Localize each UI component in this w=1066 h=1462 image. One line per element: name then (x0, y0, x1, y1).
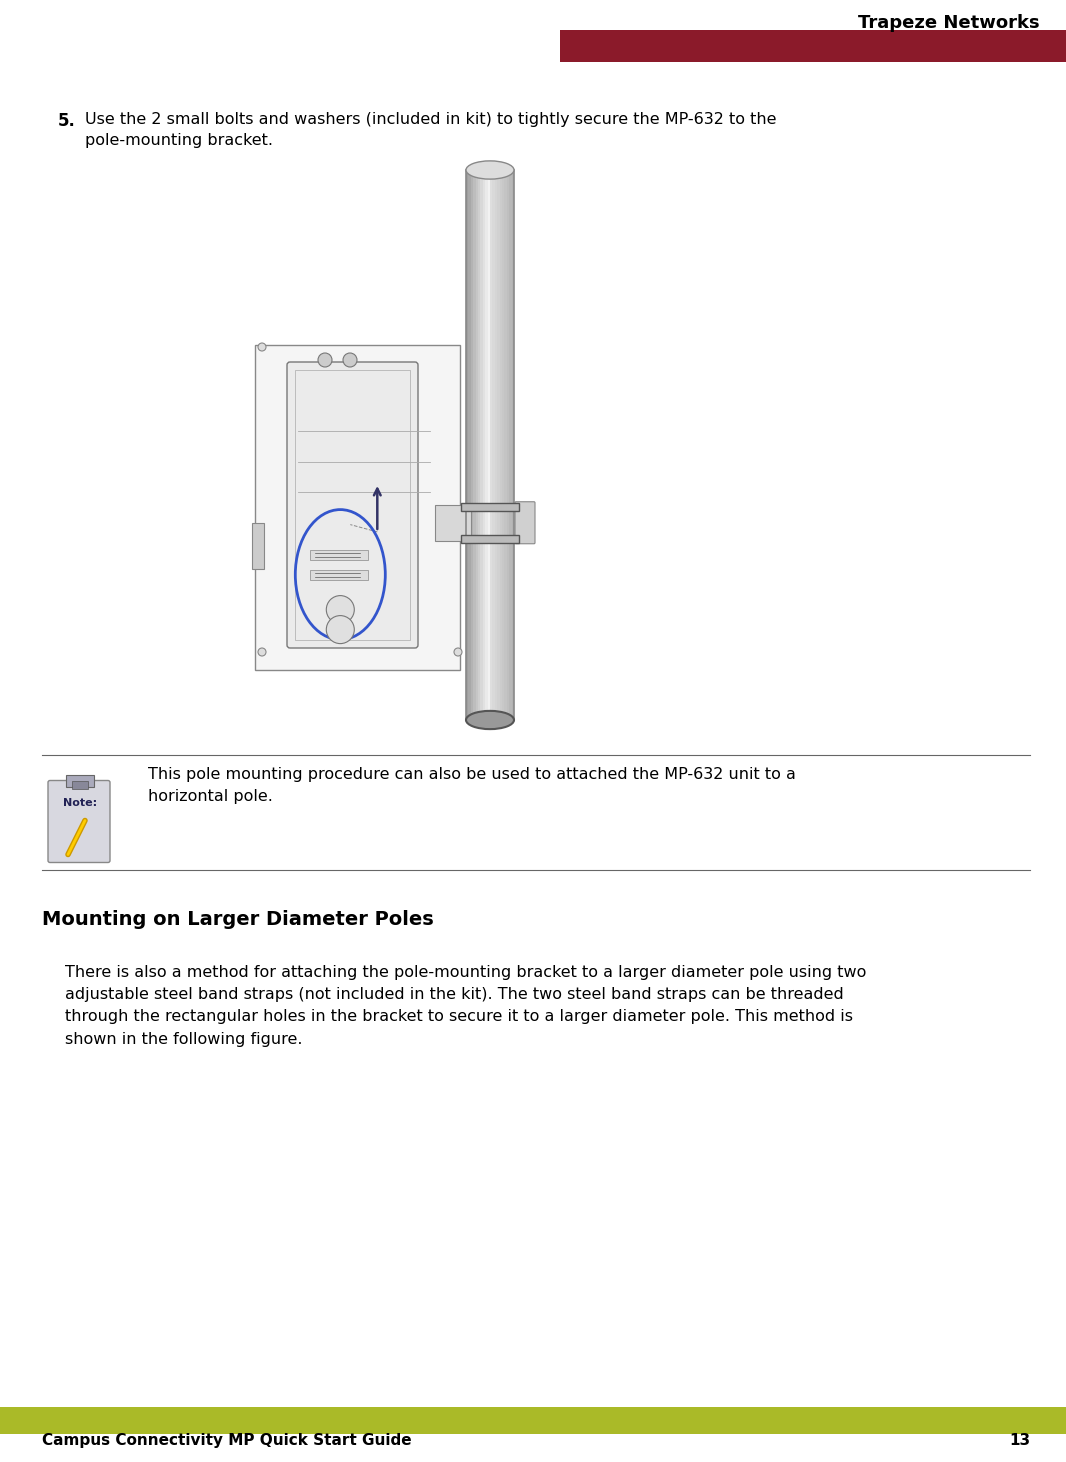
Circle shape (454, 648, 462, 656)
Circle shape (326, 595, 354, 624)
Bar (435, 504, 471, 541)
Bar (466, 170, 514, 719)
Text: Campus Connectivity MP Quick Start Guide: Campus Connectivity MP Quick Start Guide (42, 1433, 411, 1447)
Bar (495, 170, 497, 719)
Bar (487, 170, 490, 719)
Bar (255, 345, 461, 670)
Bar (310, 570, 368, 579)
Text: There is also a method for attaching the pole-mounting bracket to a larger diame: There is also a method for attaching the… (65, 965, 867, 1047)
Bar (481, 170, 483, 719)
Circle shape (258, 648, 266, 656)
Bar (72, 781, 88, 788)
FancyBboxPatch shape (48, 781, 110, 863)
Bar (468, 170, 471, 719)
Bar (475, 170, 478, 719)
Bar (510, 170, 512, 719)
Bar (0, 1406, 1066, 1434)
Ellipse shape (466, 711, 514, 730)
Circle shape (318, 352, 332, 367)
Bar (295, 370, 410, 640)
Text: 5.: 5. (58, 113, 76, 130)
Bar (66, 775, 94, 787)
Bar (504, 170, 506, 719)
Circle shape (326, 616, 354, 643)
Bar (310, 550, 368, 560)
Bar (466, 170, 468, 719)
Ellipse shape (466, 161, 514, 180)
FancyBboxPatch shape (515, 501, 535, 544)
Text: This pole mounting procedure can also be used to attached the MP-632 unit to a
h: This pole mounting procedure can also be… (148, 768, 796, 804)
Text: Note:: Note: (63, 797, 97, 807)
Bar (506, 170, 510, 719)
Bar (485, 170, 487, 719)
Bar (461, 503, 519, 510)
Bar (473, 170, 475, 719)
Bar (471, 170, 473, 719)
Text: 13: 13 (1008, 1433, 1030, 1447)
Bar (490, 170, 492, 719)
Bar (478, 170, 481, 719)
Text: Trapeze Networks: Trapeze Networks (858, 15, 1040, 32)
Bar (492, 170, 495, 719)
Bar (512, 170, 514, 719)
Bar (252, 523, 264, 569)
Bar (560, 31, 1066, 61)
Bar (502, 170, 504, 719)
Text: Use the 2 small bolts and washers (included in kit) to tightly secure the MP-632: Use the 2 small bolts and washers (inclu… (85, 113, 776, 148)
Bar (461, 535, 519, 542)
Bar (500, 170, 502, 719)
Bar (483, 170, 485, 719)
FancyBboxPatch shape (287, 363, 418, 648)
Circle shape (258, 344, 266, 351)
Text: Mounting on Larger Diameter Poles: Mounting on Larger Diameter Poles (42, 909, 434, 928)
Circle shape (343, 352, 357, 367)
Bar (497, 170, 500, 719)
